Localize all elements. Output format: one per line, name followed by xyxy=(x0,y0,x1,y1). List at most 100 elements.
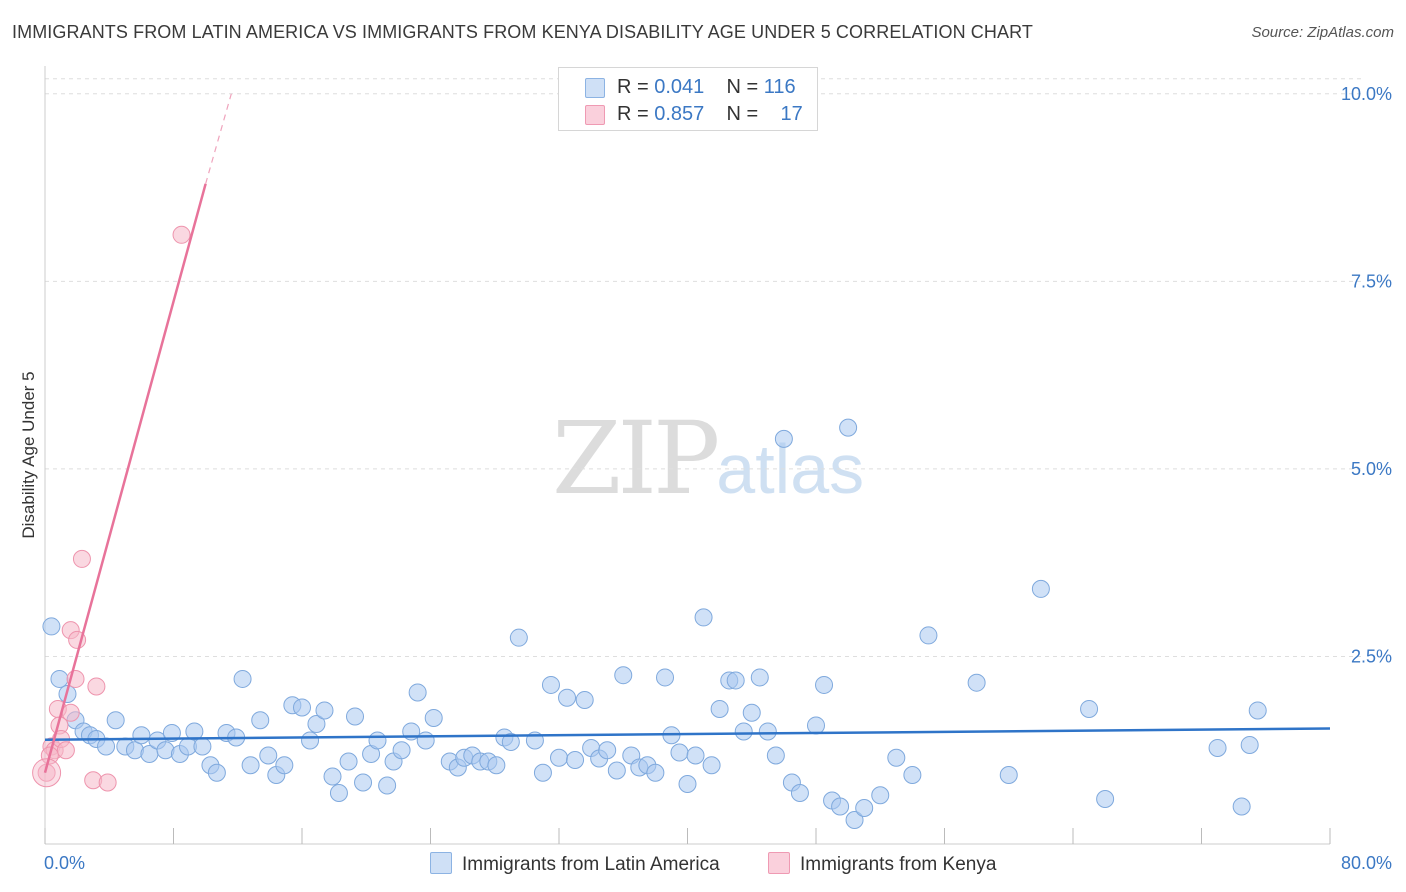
point-latin-america xyxy=(670,743,689,762)
point-latin-america xyxy=(558,688,577,707)
point-latin-america xyxy=(424,708,443,727)
point-latin-america xyxy=(734,722,753,741)
y-tick-label: 10.0% xyxy=(1341,84,1392,104)
point-latin-america xyxy=(106,711,125,730)
y-tick-label: 5.0% xyxy=(1351,459,1392,479)
axes xyxy=(44,66,1331,845)
point-latin-america xyxy=(533,763,552,782)
point-latin-america xyxy=(368,731,387,750)
legend-r-label: R = xyxy=(617,103,655,125)
point-latin-america xyxy=(408,683,427,702)
trend-line-kenya xyxy=(43,183,207,774)
point-latin-america xyxy=(329,783,348,802)
point-latin-america xyxy=(1240,735,1259,754)
point-latin-america xyxy=(656,668,675,687)
point-latin-america xyxy=(758,722,777,741)
point-latin-america xyxy=(710,699,729,718)
point-latin-america xyxy=(742,703,761,722)
trend-line-latin-america xyxy=(44,727,1331,741)
point-latin-america xyxy=(233,669,252,688)
point-latin-america xyxy=(686,746,705,765)
point-latin-america xyxy=(241,756,260,775)
point-latin-america xyxy=(607,761,626,780)
data-points xyxy=(32,225,1267,829)
point-latin-america xyxy=(97,737,116,756)
point-latin-america xyxy=(501,732,520,751)
bottom-legend-label-kenya: Immigrants from Kenya xyxy=(800,854,997,875)
point-latin-america xyxy=(845,810,864,829)
correlation-legend: R = 0.041 N = 116 R = 0.857 N = 17 xyxy=(558,67,818,131)
legend-n-value: 116 xyxy=(763,76,796,98)
legend-n-value: 17 xyxy=(780,103,803,125)
point-latin-america xyxy=(575,690,594,709)
legend-r-value: 0.041 xyxy=(654,76,705,98)
point-latin-america xyxy=(193,737,212,756)
point-latin-america xyxy=(999,765,1018,784)
point-latin-america xyxy=(323,767,342,786)
legend-n-label: N = xyxy=(726,76,764,98)
point-latin-america xyxy=(354,773,373,792)
legend-n-label: N = xyxy=(726,103,764,125)
point-latin-america xyxy=(1248,701,1267,720)
x-tick-label: 0.0% xyxy=(44,853,85,873)
legend-r-label: R = xyxy=(617,76,655,98)
point-latin-america xyxy=(726,671,745,690)
point-latin-america xyxy=(871,786,890,805)
point-latin-america xyxy=(259,746,278,765)
point-latin-america xyxy=(766,746,785,765)
point-latin-america xyxy=(1232,797,1251,816)
point-latin-america xyxy=(774,429,793,448)
point-latin-america xyxy=(509,628,528,647)
point-kenya xyxy=(61,703,80,722)
y-axis-label: Disability Age Under 5 xyxy=(19,371,38,538)
point-latin-america xyxy=(162,723,181,742)
point-kenya xyxy=(72,549,91,568)
point-latin-america xyxy=(887,748,906,767)
point-latin-america xyxy=(541,675,560,694)
point-latin-america xyxy=(50,669,69,688)
point-kenya xyxy=(172,225,191,244)
point-latin-america xyxy=(646,763,665,782)
point-latin-america xyxy=(42,617,61,636)
watermark-zip: ZIP xyxy=(552,400,720,517)
point-latin-america xyxy=(293,698,311,717)
point-latin-america xyxy=(550,748,568,767)
legend-r-value: 0.857 xyxy=(654,103,705,125)
point-latin-america xyxy=(614,666,633,685)
trend-line-kenya-extension xyxy=(205,93,232,184)
point-latin-america xyxy=(346,707,365,726)
point-latin-america xyxy=(487,756,506,775)
point-latin-america xyxy=(307,714,326,733)
bottom-legend-kenya: Immigrants from Kenya xyxy=(768,852,996,876)
point-latin-america xyxy=(392,741,411,760)
point-latin-america xyxy=(807,716,825,735)
point-latin-america xyxy=(831,797,850,816)
point-latin-america xyxy=(301,731,320,750)
trend-lines xyxy=(43,93,1331,774)
point-latin-america xyxy=(598,741,617,760)
point-latin-america xyxy=(1208,738,1227,757)
point-latin-america xyxy=(839,418,858,437)
point-latin-america xyxy=(678,774,697,793)
y-tick-label: 2.5% xyxy=(1351,646,1392,666)
point-latin-america xyxy=(566,750,585,769)
point-latin-america xyxy=(815,675,834,694)
point-latin-america xyxy=(919,626,938,645)
bottom-legend-label-latin-america: Immigrants from Latin America xyxy=(462,854,720,875)
point-latin-america xyxy=(694,608,713,627)
point-latin-america xyxy=(1031,579,1050,598)
bottom-legend-swatch-latin-america xyxy=(430,852,452,874)
point-latin-america xyxy=(315,701,334,720)
bottom-legend-swatch-kenya xyxy=(768,852,790,874)
legend-swatch-latin-america xyxy=(585,78,605,98)
point-latin-america xyxy=(967,673,986,692)
point-kenya xyxy=(56,741,75,760)
point-latin-america xyxy=(855,798,874,817)
legend-swatch-kenya xyxy=(585,105,605,125)
point-latin-america xyxy=(750,668,769,687)
point-latin-america xyxy=(1096,789,1115,808)
point-kenya xyxy=(87,677,106,696)
point-latin-america xyxy=(251,711,270,730)
bottom-legend-latin-america: Immigrants from Latin America xyxy=(430,852,720,876)
